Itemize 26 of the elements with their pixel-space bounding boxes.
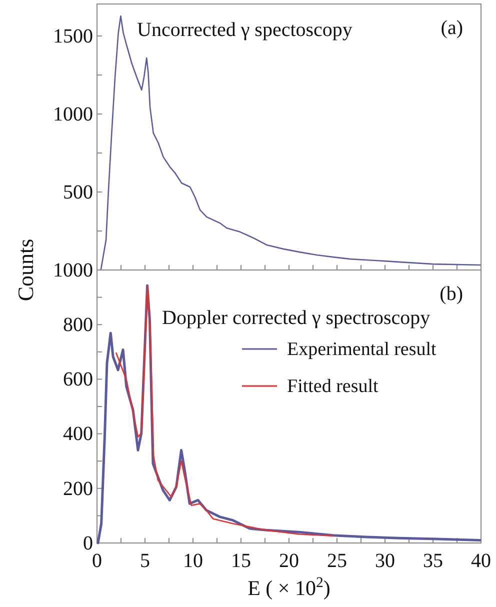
y-axis-title: Counts — [13, 238, 38, 302]
text: Uncorrected γ spectoscopy — [137, 19, 352, 41]
legend-label: Fitted result — [287, 376, 380, 397]
y-tick-label: 0 — [83, 532, 93, 554]
x-tick-label: 25 — [327, 550, 347, 572]
line-series — [100, 15, 481, 271]
y-tick-label: 1500 — [53, 25, 93, 48]
x-tick-label: 35 — [423, 550, 443, 572]
legend-label: Experimental result — [287, 339, 438, 360]
y-tick-label: 400 — [63, 423, 93, 446]
x-tick-label: 30 — [375, 550, 395, 572]
x-tick-label: 40 — [471, 550, 491, 572]
annotation: (b) — [440, 283, 463, 305]
y-tick-label: 200 — [63, 478, 93, 500]
x-tick-label: 10 — [183, 550, 203, 572]
y-tick-label: 1000 — [53, 259, 93, 282]
annotation: (a) — [440, 17, 463, 39]
y-tick-label: 500 — [63, 181, 93, 204]
x-tick-label: 5 — [140, 550, 150, 572]
x-tick-label: 20 — [279, 550, 299, 572]
x-tick-label: 15 — [231, 550, 251, 572]
text: Doppler corrected γ spectroscopy — [162, 307, 430, 329]
y-tick-label: 600 — [63, 368, 93, 391]
y-tick-label: 800 — [63, 314, 93, 336]
y-tick-label: 1000 — [53, 103, 93, 126]
x-axis-title: E ( × 10$^{2}$) — [248, 575, 330, 600]
